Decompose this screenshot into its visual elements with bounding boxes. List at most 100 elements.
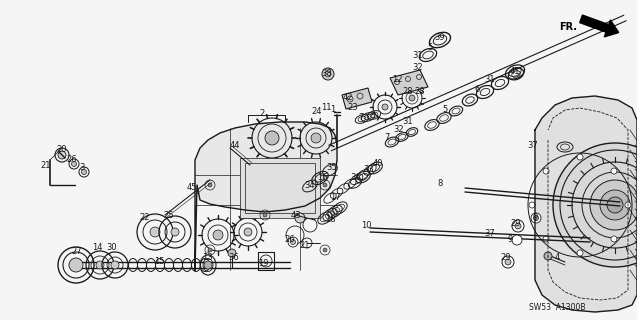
Bar <box>240 158 320 218</box>
Text: 44: 44 <box>230 140 240 149</box>
Text: 35: 35 <box>327 164 338 172</box>
Text: 17: 17 <box>330 194 340 203</box>
Text: 3: 3 <box>80 164 85 172</box>
Text: 42: 42 <box>343 92 354 101</box>
Circle shape <box>295 213 305 223</box>
Text: 8: 8 <box>438 179 443 188</box>
Text: 9: 9 <box>533 213 538 222</box>
Circle shape <box>263 213 267 217</box>
Text: 29: 29 <box>501 253 512 262</box>
Circle shape <box>290 239 296 244</box>
Text: 39: 39 <box>434 33 445 42</box>
Circle shape <box>625 202 631 208</box>
Text: 19: 19 <box>258 259 268 268</box>
Text: 30: 30 <box>106 244 117 252</box>
Polygon shape <box>390 70 428 95</box>
Polygon shape <box>195 122 337 270</box>
Text: 20: 20 <box>57 146 68 155</box>
Circle shape <box>265 131 279 145</box>
Circle shape <box>382 104 388 110</box>
Circle shape <box>323 183 327 187</box>
Circle shape <box>71 162 76 166</box>
Text: 6: 6 <box>475 85 480 94</box>
Circle shape <box>311 133 321 143</box>
Circle shape <box>553 143 637 267</box>
Text: 34: 34 <box>304 180 315 189</box>
Circle shape <box>512 235 522 245</box>
Circle shape <box>502 256 514 268</box>
Circle shape <box>322 68 334 80</box>
Circle shape <box>260 185 270 195</box>
Text: 4: 4 <box>554 253 560 262</box>
Circle shape <box>323 248 327 252</box>
Text: 15: 15 <box>154 258 164 267</box>
Circle shape <box>96 261 104 269</box>
Text: 1: 1 <box>331 106 336 115</box>
Text: 12: 12 <box>392 76 402 84</box>
Text: 5: 5 <box>427 44 433 52</box>
Text: 18: 18 <box>325 215 335 225</box>
Text: 29: 29 <box>511 219 521 228</box>
Text: 28: 28 <box>415 86 426 95</box>
Circle shape <box>534 215 538 220</box>
Circle shape <box>204 261 212 269</box>
Circle shape <box>505 259 511 265</box>
Circle shape <box>577 250 583 256</box>
Text: FR.: FR. <box>559 22 577 32</box>
Circle shape <box>82 170 87 174</box>
Circle shape <box>515 223 521 229</box>
Text: 21: 21 <box>41 161 51 170</box>
Text: SW53  A1300B: SW53 A1300B <box>529 303 585 313</box>
Circle shape <box>58 151 66 159</box>
Circle shape <box>150 227 160 237</box>
Text: 2: 2 <box>259 108 264 117</box>
Circle shape <box>607 197 623 213</box>
Text: 13: 13 <box>202 252 212 261</box>
Text: 7: 7 <box>384 132 390 141</box>
Circle shape <box>228 249 236 257</box>
Text: 16: 16 <box>317 173 327 182</box>
Text: 24: 24 <box>311 108 322 116</box>
Circle shape <box>512 220 524 232</box>
Circle shape <box>543 168 549 174</box>
Circle shape <box>611 168 617 174</box>
Text: 21: 21 <box>300 241 310 250</box>
Circle shape <box>611 236 617 242</box>
Text: 10: 10 <box>361 220 371 229</box>
Circle shape <box>409 95 415 101</box>
Text: 28: 28 <box>403 86 413 95</box>
Text: 31: 31 <box>403 117 413 126</box>
Circle shape <box>600 190 630 220</box>
Text: 25: 25 <box>164 212 175 220</box>
Text: 9: 9 <box>508 236 513 244</box>
Text: 32: 32 <box>394 125 404 134</box>
Text: 14: 14 <box>92 244 103 252</box>
Text: 32: 32 <box>413 63 424 73</box>
Text: 7: 7 <box>358 114 364 123</box>
Circle shape <box>208 248 212 252</box>
Circle shape <box>69 258 83 272</box>
Text: 40: 40 <box>373 158 383 167</box>
Text: 43: 43 <box>290 211 301 220</box>
Circle shape <box>590 180 637 230</box>
Text: 27: 27 <box>72 247 82 257</box>
Bar <box>245 163 315 213</box>
Text: 11: 11 <box>321 102 331 111</box>
Text: 31: 31 <box>413 51 424 60</box>
Circle shape <box>244 228 252 236</box>
Circle shape <box>577 154 583 160</box>
Text: 37: 37 <box>485 228 496 237</box>
Text: 22: 22 <box>140 213 150 222</box>
Circle shape <box>171 228 179 236</box>
Text: 36: 36 <box>350 172 361 181</box>
Text: 37: 37 <box>527 140 538 149</box>
Circle shape <box>531 213 541 223</box>
Text: 38: 38 <box>322 68 333 77</box>
Circle shape <box>213 230 223 240</box>
Text: 26: 26 <box>285 236 296 244</box>
Polygon shape <box>580 15 619 37</box>
Text: 26: 26 <box>67 156 77 164</box>
Circle shape <box>544 252 552 260</box>
Text: 41: 41 <box>510 68 520 76</box>
Circle shape <box>543 236 549 242</box>
